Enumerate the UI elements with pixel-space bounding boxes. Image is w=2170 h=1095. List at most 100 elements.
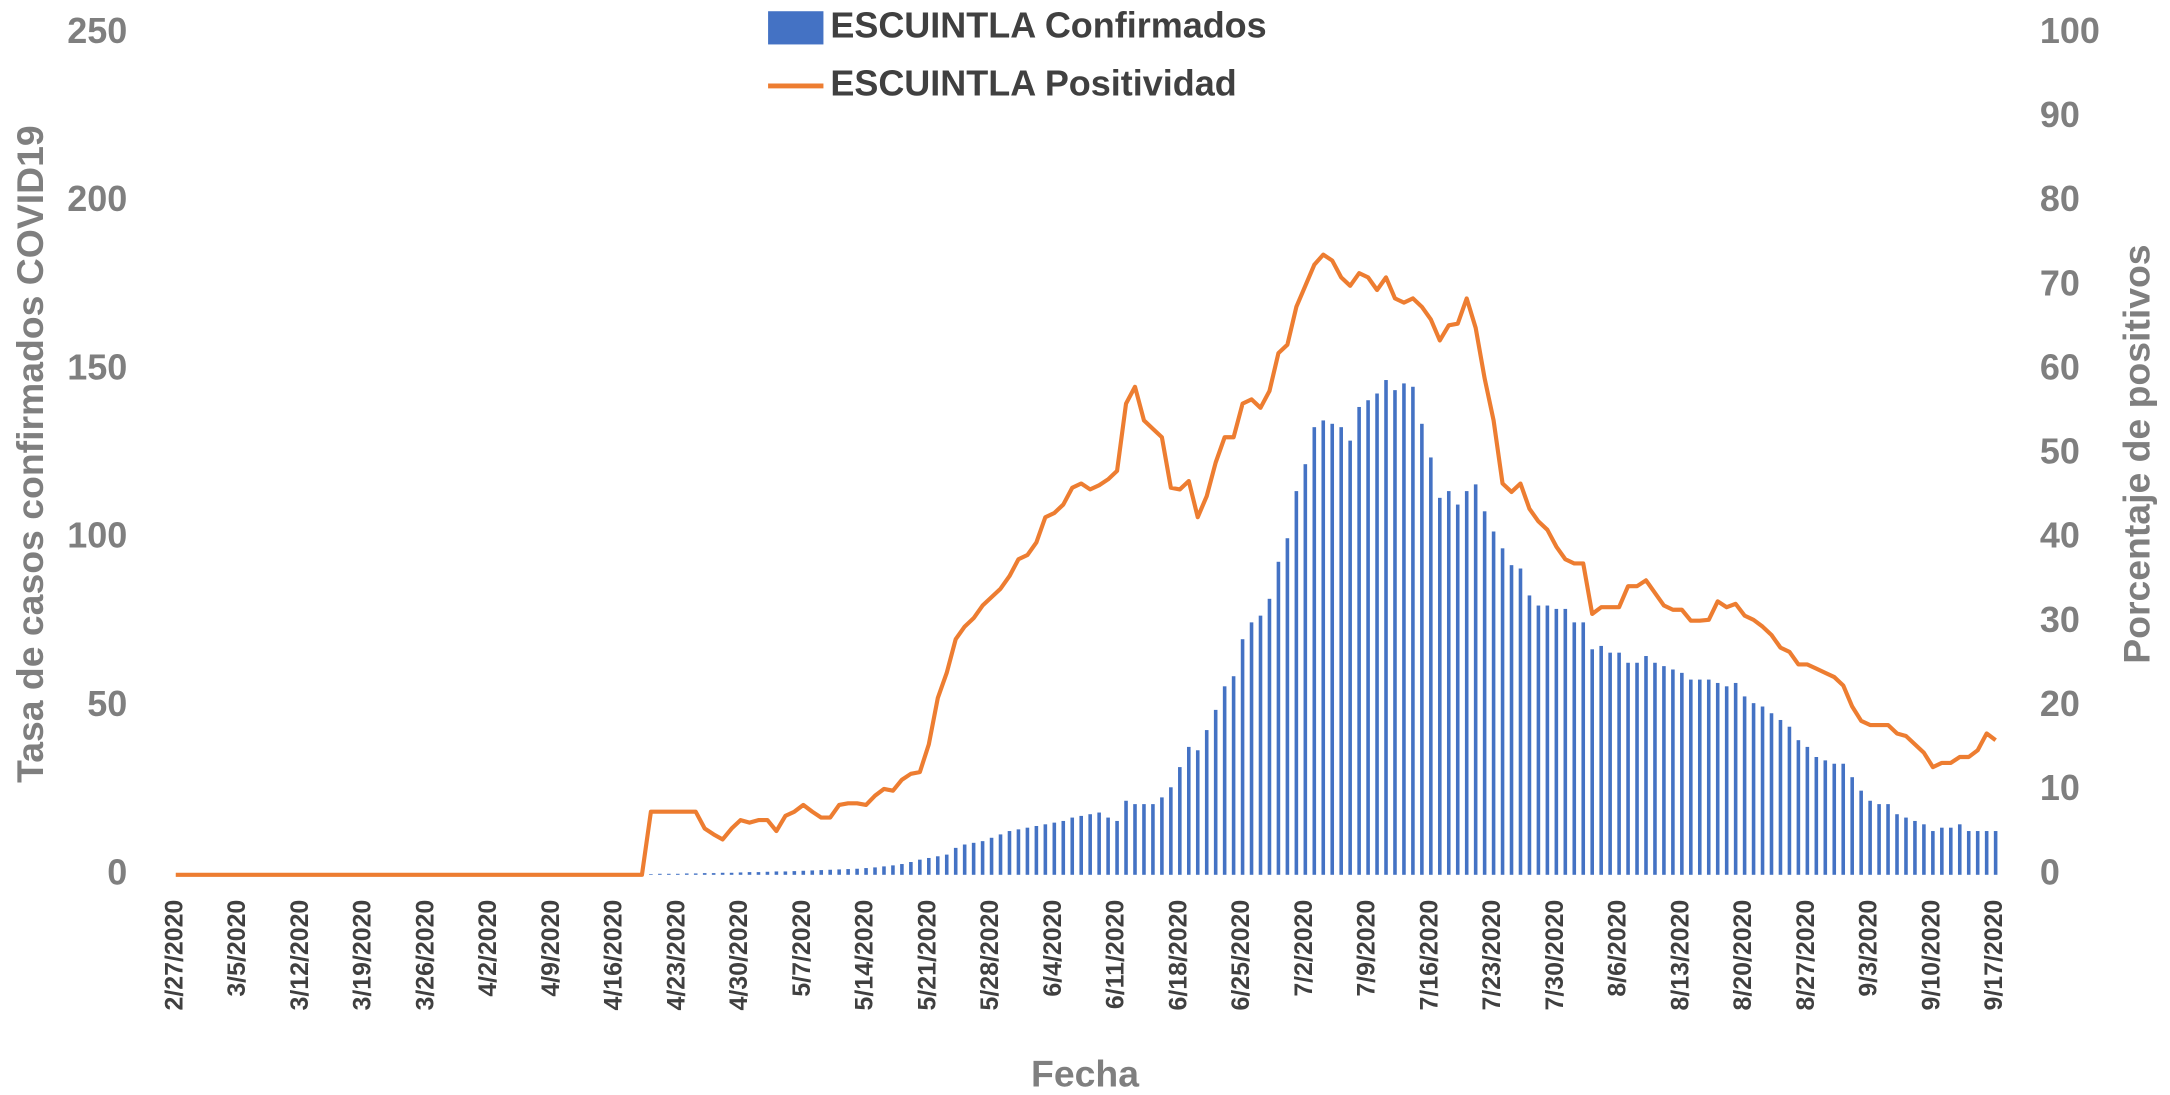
bar [1635, 662, 1639, 875]
bar [891, 865, 895, 875]
bar [882, 866, 886, 875]
y2-tick-label: 0 [2040, 851, 2060, 892]
bar [1993, 831, 1998, 875]
bar [1724, 686, 1729, 875]
bar [1088, 814, 1092, 875]
bar [1357, 406, 1361, 875]
x-tick-label: 8/6/2020 [1604, 900, 1632, 997]
bar [1581, 622, 1586, 875]
bar [649, 874, 653, 875]
x-tick-label: 8/13/2020 [1666, 900, 1694, 1011]
bar [810, 870, 815, 875]
bar [1859, 790, 1863, 875]
bar [1249, 622, 1254, 875]
bar [1832, 763, 1837, 875]
y2-axis-title: Porcentaje de positivos [2115, 244, 2157, 663]
bar [1330, 423, 1335, 875]
x-tick-label: 7/23/2020 [1478, 900, 1506, 1011]
x-tick-label: 4/9/2020 [537, 900, 565, 997]
bar [1473, 484, 1478, 875]
bar [1070, 817, 1075, 875]
y-tick-label: 0 [107, 851, 127, 892]
bar [1850, 777, 1854, 875]
bar [1464, 491, 1469, 875]
y-axis-title: Tasa de casos confirmados COVID19 [9, 125, 51, 783]
bar [935, 856, 940, 875]
bar [1697, 679, 1702, 875]
bar [1644, 656, 1648, 875]
x-tick-label: 4/2/2020 [474, 900, 502, 997]
bar [1384, 380, 1388, 875]
bar [783, 871, 788, 875]
bar [1715, 682, 1720, 875]
bar [1823, 760, 1828, 875]
bar [1805, 746, 1810, 875]
bar [1411, 386, 1415, 875]
bar [873, 867, 877, 875]
x-tick-label: 6/18/2020 [1164, 900, 1192, 1011]
bar [765, 871, 770, 875]
bar [1751, 703, 1756, 875]
bar [846, 869, 850, 875]
legend-swatch [768, 11, 824, 45]
x-tick-label: 7/9/2020 [1353, 900, 1381, 997]
x-tick-label: 3/5/2020 [223, 900, 251, 997]
bar [1186, 746, 1191, 875]
bar [1079, 815, 1084, 875]
bar [1608, 652, 1612, 875]
bar [819, 870, 824, 875]
bar [1662, 666, 1666, 875]
bar [1814, 756, 1819, 875]
bar [918, 859, 922, 875]
bar [1599, 645, 1603, 875]
x-tick-label: 5/21/2020 [913, 900, 941, 1011]
y2-tick-label: 20 [2040, 683, 2080, 724]
bar [1276, 561, 1281, 875]
bar [756, 872, 761, 875]
bar [1913, 820, 1917, 875]
bar [1527, 595, 1532, 875]
bar [1034, 825, 1039, 875]
bar [1366, 400, 1370, 875]
bar [900, 864, 904, 875]
bar [1402, 383, 1406, 875]
bar [927, 857, 931, 875]
x-tick-label: 7/30/2020 [1541, 900, 1569, 1011]
bar [1321, 420, 1326, 875]
bar [774, 871, 779, 875]
bar [1931, 831, 1935, 875]
bar [1671, 669, 1675, 875]
y2-tick-label: 80 [2040, 178, 2080, 219]
bar [711, 873, 716, 875]
bar [1438, 497, 1442, 875]
line [175, 252, 1997, 877]
bar [1115, 820, 1119, 875]
bar [864, 868, 868, 875]
x-tick-label: 9/17/2020 [1980, 900, 2008, 1011]
bar [1653, 662, 1657, 875]
bar [1689, 679, 1693, 875]
bar [980, 841, 985, 875]
y2-tick-label: 100 [2040, 10, 2100, 51]
y-tick-label: 200 [67, 178, 127, 219]
bar [1016, 829, 1021, 875]
bar [1043, 824, 1048, 875]
bar [1160, 797, 1164, 875]
x-tick-label: 9/3/2020 [1855, 900, 1883, 997]
bar [1796, 740, 1801, 875]
bar [1760, 706, 1765, 875]
y2-tick-label: 60 [2040, 346, 2080, 387]
bar [1294, 491, 1299, 875]
bar [1966, 831, 1971, 875]
bar [1482, 511, 1487, 875]
x-tick-label: 7/2/2020 [1290, 900, 1318, 997]
bar [1240, 639, 1245, 875]
bar [1285, 538, 1290, 875]
bar [1007, 831, 1012, 875]
bar [1886, 804, 1890, 875]
bar [962, 844, 967, 875]
bar [1680, 672, 1684, 875]
bar [1554, 608, 1559, 875]
bar [1133, 804, 1137, 875]
bar [738, 872, 743, 875]
